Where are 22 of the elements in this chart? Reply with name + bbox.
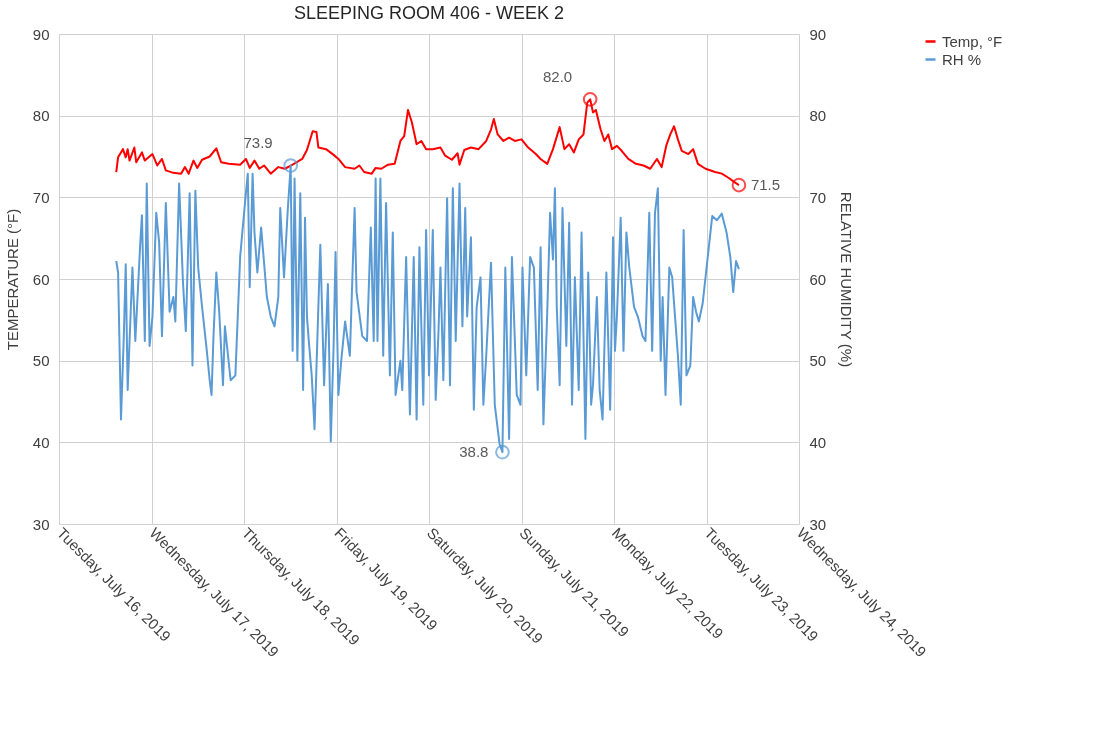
y2-tick-label: 80 bbox=[809, 107, 827, 125]
y-tick-label: 50 bbox=[32, 352, 50, 370]
y-tick-label: 80 bbox=[32, 107, 50, 125]
y2-tick-label: 60 bbox=[809, 270, 827, 288]
chart-title: SLEEPING ROOM 406 - WEEK 2 bbox=[293, 3, 565, 23]
y2-axis-title: RELATIVE HUMIDITY (%) bbox=[838, 191, 856, 368]
annotation: 73.9 bbox=[243, 134, 273, 152]
annotation: 71.5 bbox=[750, 176, 781, 194]
annotation: 38.8 bbox=[459, 443, 489, 461]
y-tick-label: 60 bbox=[32, 270, 50, 288]
y-tick-label: 70 bbox=[32, 188, 50, 206]
y2-tick-label: 90 bbox=[809, 25, 827, 43]
y2-tick-label: 40 bbox=[809, 433, 827, 451]
legend-label: RH % bbox=[942, 50, 982, 68]
annotation: 82.0 bbox=[542, 68, 573, 86]
y-tick-label: 30 bbox=[32, 515, 50, 533]
y-tick-label: 90 bbox=[32, 25, 50, 43]
y-axis-title: TEMPERATURE (°F) bbox=[3, 208, 21, 351]
y2-tick-label: 70 bbox=[809, 188, 827, 206]
y2-tick-label: 50 bbox=[809, 352, 827, 370]
legend-label: Temp, °F bbox=[942, 32, 1003, 50]
y-tick-label: 40 bbox=[32, 433, 50, 451]
